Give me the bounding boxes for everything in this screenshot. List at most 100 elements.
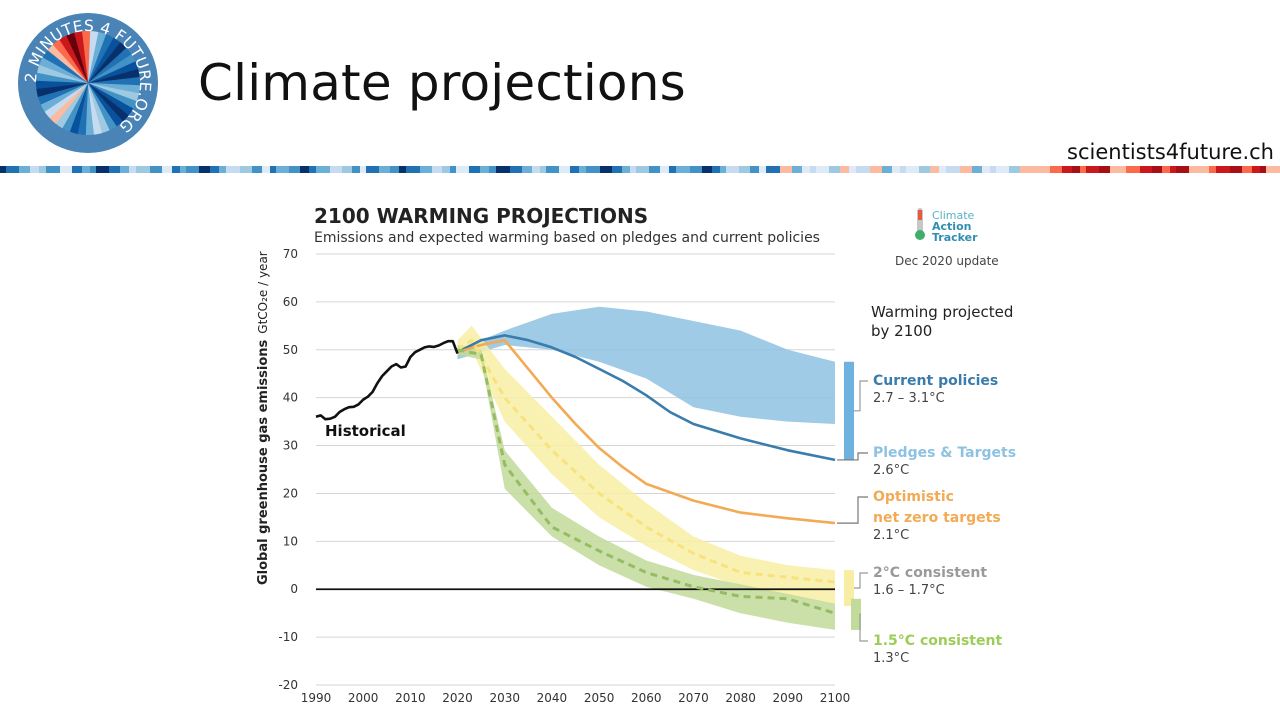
logo-wedge (88, 83, 134, 116)
y-tick-label: 0 (290, 582, 298, 596)
stripe-segment (849, 166, 857, 173)
y-tick-label: 40 (283, 391, 298, 405)
logo-wedge (74, 31, 88, 83)
stripe-segment (990, 166, 997, 173)
tracker-logo-line-1: Climate (932, 209, 975, 222)
logo-wedge (37, 64, 88, 83)
legend-range-current-policies: 2.7 – 3.1°C (873, 391, 945, 406)
stripe-segment (46, 166, 61, 173)
stripe-segment (810, 166, 817, 173)
logo-wedge (55, 83, 88, 129)
stripe-segment (780, 166, 793, 173)
stripe-segment (96, 166, 110, 173)
stripe-segment (870, 166, 883, 173)
logo-wedge (88, 37, 121, 83)
stripe-segment (930, 166, 940, 173)
logo-wedge (59, 35, 88, 83)
stripe-segment (289, 166, 301, 173)
stripe-segment (1020, 166, 1030, 173)
stripe-segment (60, 166, 73, 173)
warming-header-line-1: Warming projected (871, 303, 1013, 321)
logo-wedge (39, 56, 88, 83)
stripe-segment (180, 166, 187, 173)
stripe-segment (1170, 166, 1177, 173)
logo-wedge (88, 83, 117, 131)
stripe-segment (330, 166, 343, 173)
stripe-segment (802, 166, 811, 173)
stripe-segment (186, 166, 200, 173)
warming-stripes-bar (0, 166, 1280, 173)
stripe-segment (1242, 166, 1253, 173)
stripe-segment (649, 166, 661, 173)
stripe-segment (586, 166, 601, 173)
stripe-segment (996, 166, 1010, 173)
band-current-policies (457, 306, 835, 424)
legend-range-bar-current-policies (844, 361, 854, 460)
x-tick-label: 1990 (301, 691, 332, 705)
legend-label-optimistic: Optimistic (873, 489, 954, 505)
stripe-segment (19, 166, 31, 173)
logo-wedge (88, 83, 139, 102)
x-tick-label: 2010 (395, 691, 426, 705)
stripe-segment (1009, 166, 1021, 173)
stripe-segment (630, 166, 637, 173)
stripe-segment (136, 166, 151, 173)
stripe-segment (726, 166, 740, 173)
stripe-segment (1140, 166, 1153, 173)
x-tick-label: 2070 (678, 691, 709, 705)
stripe-segment (0, 166, 7, 173)
stripe-segment (1126, 166, 1141, 173)
x-tick-label: 2050 (584, 691, 615, 705)
warming-projections-chart: 2100 WARMING PROJECTIONS Emissions and e… (256, 204, 1016, 705)
stripe-segment (669, 166, 677, 173)
stripe-segment (960, 166, 973, 173)
stripe-segment (1162, 166, 1171, 173)
stripe-segment (240, 166, 253, 173)
stripe-segment (1152, 166, 1163, 173)
logo-wedge (88, 54, 136, 83)
logo-wedge (47, 44, 88, 83)
stripe-segment (469, 166, 481, 173)
stripe-segment (540, 166, 547, 173)
stripe-segment (522, 166, 533, 173)
stripe-segment (676, 166, 691, 173)
climate-action-tracker-logo: Climate Action Tracker (915, 208, 978, 244)
stripe-segment (82, 166, 91, 173)
stripe-segment (1099, 166, 1111, 173)
y-tick-label: 20 (283, 486, 298, 500)
stripe-segment (342, 166, 353, 173)
stripe-segment (406, 166, 421, 173)
stripe-segment (840, 166, 850, 173)
stripe-segment (660, 166, 670, 173)
legend-range-pledges-targets: 2.6°C (873, 463, 909, 478)
stripe-segment (1200, 166, 1210, 173)
y-tick-labels: -20 -10 0 10 20 30 40 50 60 70 (278, 247, 298, 692)
logo-wedge (36, 83, 88, 97)
stripe-segment (546, 166, 560, 173)
stripe-segment (1260, 166, 1267, 173)
logo-warming-stripes (36, 30, 140, 135)
x-tick-labels: 1990 2000 2010 2020 2030 2040 2050 2060 2070 2080… (301, 691, 851, 705)
series-line-optimistic-net-zero-targets (457, 338, 836, 525)
stripe-segment (1119, 166, 1127, 173)
legend-label-1-5-c-consistent: 1.5°C consistent (873, 633, 1002, 649)
legend-range-2-c-consistent: 1.6 – 1.7°C (873, 583, 945, 598)
logo-wedge (40, 83, 88, 112)
stripe-segment (162, 166, 173, 173)
stripe-segment (1216, 166, 1231, 173)
legend-leader-current-policies (854, 380, 868, 412)
logo-wedge (88, 69, 140, 83)
stripe-segment (739, 166, 751, 173)
y-tick-label: -20 (278, 678, 298, 692)
stripe-segment (352, 166, 361, 173)
x-tick-label: 2020 (442, 691, 473, 705)
legend-leader-1-5-c-consistent (859, 613, 868, 642)
tracker-logo-line-2: Action (932, 220, 971, 233)
legend-range-1-5-c-consistent: 1.3°C (873, 651, 909, 666)
stripe-segment (496, 166, 511, 173)
stripe-segment (792, 166, 803, 173)
stripe-segment (906, 166, 920, 173)
x-tick-label: 2100 (820, 691, 851, 705)
x-tick-label: 2090 (773, 691, 804, 705)
stripe-segment (72, 166, 83, 173)
